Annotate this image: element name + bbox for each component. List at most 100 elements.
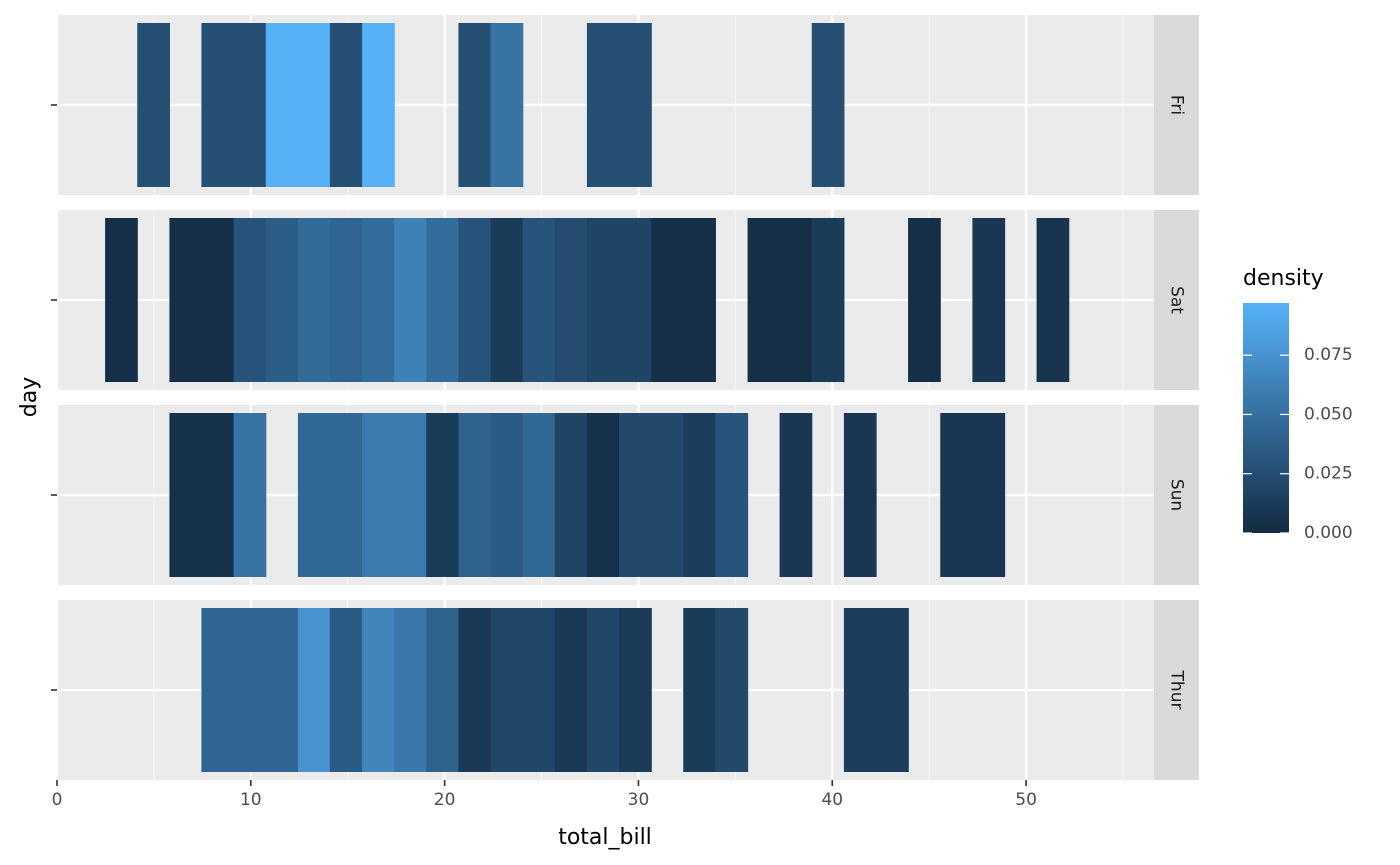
density-tile [394, 218, 427, 382]
density-tile [201, 23, 235, 187]
density-tile [329, 608, 363, 772]
density-tile [908, 218, 941, 382]
density-tile [972, 218, 1006, 382]
density-tile [458, 413, 492, 577]
facet-panel-fri: Fri [51, 15, 1199, 195]
density-tile [490, 23, 524, 187]
density-tile [458, 608, 492, 772]
density-tile [619, 218, 652, 382]
x-axis-title: total_bill [558, 825, 652, 850]
density-tile [105, 218, 138, 382]
facet-strip-label: Fri [1167, 95, 1187, 115]
facet-strip-label: Thur [1167, 670, 1187, 710]
x-tick-label: 20 [434, 790, 456, 810]
density-tile [490, 608, 524, 772]
density-tile [586, 413, 620, 577]
density-tile [394, 608, 427, 772]
legend-ticks: 0.000 0.025 0.050 0.075 [1243, 345, 1353, 543]
facet-strip [1154, 210, 1199, 390]
density-tile [169, 413, 203, 577]
density-tile [876, 608, 909, 772]
density-tile [683, 608, 716, 772]
color-legend: density 0.000 0.025 0.050 0.075 [1243, 266, 1353, 543]
density-tile [554, 608, 588, 772]
density-tile [811, 23, 845, 187]
density-tile [843, 608, 877, 772]
density-tile [201, 608, 235, 772]
x-tick-label: 30 [628, 790, 650, 810]
density-tile [683, 218, 716, 382]
density-tile [490, 413, 524, 577]
legend-title: density [1243, 266, 1324, 291]
density-tile [522, 608, 556, 772]
legend-tick-label: 0.050 [1304, 404, 1353, 424]
density-tile [522, 413, 556, 577]
density-tile [811, 218, 845, 382]
facet-strip-label: Sun [1167, 479, 1187, 511]
facet-panels: Fri Sat Sun Thur [51, 15, 1199, 780]
density-tile [747, 218, 781, 382]
facet-strip [1154, 15, 1199, 195]
density-tile [651, 218, 684, 382]
density-tile [169, 218, 203, 382]
facet-strip [1154, 600, 1199, 780]
density-tile [233, 23, 267, 187]
density-tile [683, 413, 716, 577]
density-tile [458, 23, 492, 187]
x-tick-label: 10 [240, 790, 262, 810]
density-tile [490, 218, 524, 382]
x-tick-label: 50 [1015, 790, 1037, 810]
x-axis: 0 10 20 30 40 50 [52, 780, 1037, 810]
density-tile [297, 218, 331, 382]
density-tile [265, 23, 299, 187]
density-tile [619, 23, 652, 187]
density-tile [779, 413, 813, 577]
density-tile [362, 413, 395, 577]
density-tile [1036, 218, 1070, 382]
density-tile [265, 218, 299, 382]
density-tile [297, 608, 331, 772]
legend-tick-label: 0.025 [1304, 464, 1353, 484]
density-tile [586, 23, 620, 187]
density-tile [394, 413, 427, 577]
density-tile [426, 218, 459, 382]
density-tile [715, 608, 749, 772]
density-tile [233, 608, 267, 772]
density-tile [779, 218, 813, 382]
density-tile [201, 413, 235, 577]
density-tile [586, 218, 620, 382]
facet-panel-thur: Thur [51, 600, 1199, 780]
density-tile [522, 218, 556, 382]
density-tile [651, 413, 684, 577]
density-tile [137, 23, 170, 187]
x-tick-label: 0 [52, 790, 63, 810]
x-tick-label: 40 [821, 790, 843, 810]
density-tile [201, 218, 235, 382]
density-tile [362, 608, 395, 772]
y-axis-title: day [17, 377, 42, 417]
density-tile [940, 413, 973, 577]
density-tile [329, 23, 363, 187]
density-tile [586, 608, 620, 772]
density-tile [458, 218, 492, 382]
density-tile [426, 413, 459, 577]
density-tile [265, 608, 299, 772]
facet-strip-label: Sat [1167, 286, 1187, 314]
density-tile [329, 413, 363, 577]
density-tile [554, 218, 588, 382]
density-tile [362, 23, 395, 187]
density-tile [329, 218, 363, 382]
density-tile [233, 218, 267, 382]
density-tile [715, 413, 749, 577]
facet-panel-sun: Sun [51, 405, 1199, 585]
legend-tick-label: 0.075 [1304, 345, 1353, 365]
legend-tick-label: 0.000 [1304, 523, 1353, 543]
density-tile [362, 218, 395, 382]
density-tile [554, 413, 588, 577]
density-tile [426, 608, 459, 772]
density-tile [619, 413, 652, 577]
facet-strip [1154, 405, 1199, 585]
density-tile [619, 608, 652, 772]
density-tile [233, 413, 267, 577]
